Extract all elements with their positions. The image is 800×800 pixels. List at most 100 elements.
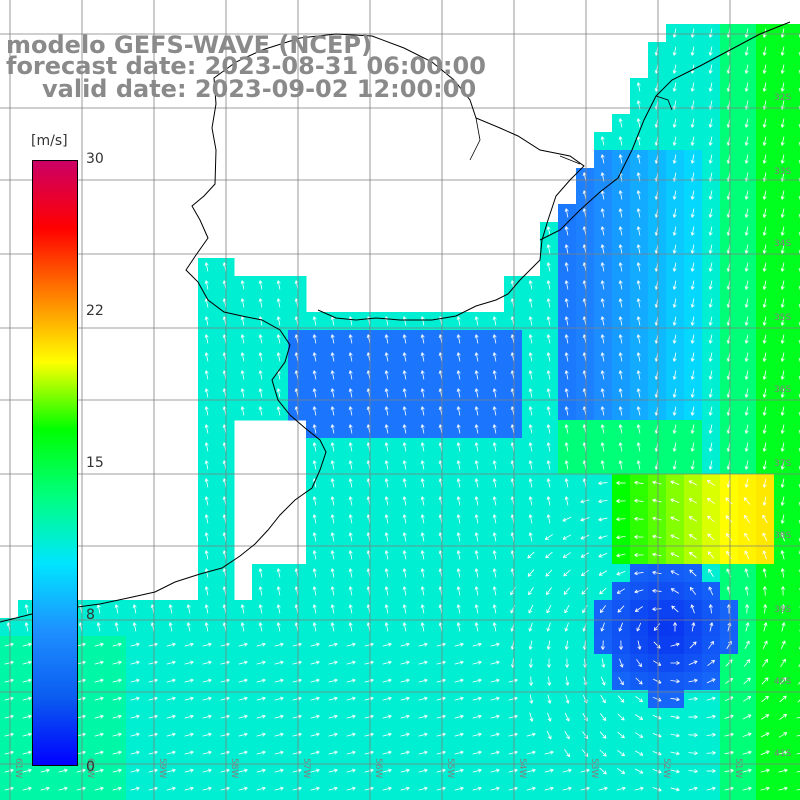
wind-arrow	[238, 750, 248, 755]
wind-arrow	[456, 424, 461, 434]
wind-arrow	[670, 769, 680, 774]
wind-arrow	[780, 316, 785, 326]
wind-arrow	[312, 370, 317, 380]
wind-arrow	[474, 586, 479, 596]
wind-arrow	[184, 660, 194, 665]
wind-arrow	[256, 786, 266, 791]
wind-arrow	[436, 750, 446, 755]
wind-arrow	[274, 714, 284, 719]
wind-arrow	[364, 732, 374, 737]
wind-arrow	[276, 622, 281, 632]
wind-arrow	[690, 298, 695, 308]
wind-cell	[234, 798, 253, 800]
wind-arrow	[474, 460, 479, 470]
wind-arrow	[474, 424, 479, 434]
wind-arrow	[672, 208, 677, 218]
wind-arrow	[492, 514, 497, 524]
wind-arrow	[670, 679, 680, 684]
wind-arrow	[310, 678, 320, 683]
wind-arrow	[258, 352, 263, 362]
wind-arrow	[276, 568, 281, 578]
wind-arrow	[312, 568, 317, 578]
wind-arrow	[616, 480, 626, 486]
wind-arrow	[454, 678, 464, 683]
wind-arrow	[690, 46, 695, 56]
wind-arrow	[725, 515, 733, 523]
wind-arrow	[492, 352, 497, 362]
wind-arrow	[96, 622, 101, 632]
wind-arrow	[94, 768, 104, 773]
wind-arrow	[708, 82, 713, 92]
longitude-label: 52W	[661, 758, 671, 778]
wind-arrow	[744, 226, 749, 236]
wind-arrow	[636, 316, 641, 326]
wind-arrow	[112, 768, 122, 773]
wind-arrow	[202, 750, 212, 755]
wind-arrow	[490, 750, 500, 755]
wind-arrow	[762, 208, 767, 218]
wind-arrow	[490, 732, 500, 737]
wind-arrow	[238, 732, 248, 737]
wind-arrow	[546, 316, 551, 326]
wind-arrow	[348, 334, 353, 344]
wind-arrow	[545, 551, 553, 559]
country-border	[469, 95, 673, 165]
wind-arrow	[672, 388, 677, 398]
wind-arrow	[94, 750, 104, 755]
wind-arrow	[474, 532, 479, 542]
wind-cell	[180, 798, 199, 800]
wind-arrow	[689, 641, 697, 649]
colorbar-tick-30: 30	[86, 151, 104, 167]
wind-arrow	[204, 568, 209, 578]
wind-arrow	[564, 749, 570, 758]
wind-arrow	[382, 642, 392, 647]
wind-cell	[792, 186, 800, 205]
wind-arrow	[544, 534, 553, 540]
longitude-label: 61W	[13, 758, 23, 778]
wind-cell	[432, 798, 451, 800]
wind-arrow	[796, 734, 800, 737]
colorbar-units: [m/s]	[31, 133, 68, 149]
wind-arrow	[762, 316, 767, 326]
wind-arrow	[618, 226, 623, 236]
wind-arrow	[688, 678, 698, 683]
wind-arrow	[564, 370, 569, 380]
wind-arrow	[148, 696, 158, 701]
wind-arrow	[743, 659, 751, 667]
wind-arrow	[384, 604, 389, 614]
wind-arrow	[634, 732, 644, 738]
wind-arrow	[348, 478, 353, 488]
wind-arrow	[436, 714, 446, 719]
wind-arrow	[797, 699, 800, 703]
wind-arrow	[312, 388, 317, 398]
wind-arrow	[545, 587, 552, 596]
wind-arrow	[529, 694, 534, 704]
wind-arrow	[328, 750, 338, 755]
wind-arrow	[4, 750, 14, 755]
wind-cell	[126, 798, 145, 800]
wind-arrow	[292, 750, 302, 755]
wind-arrow	[598, 570, 608, 576]
wind-arrow	[547, 694, 552, 704]
wind-arrow	[292, 678, 302, 683]
wind-arrow	[220, 642, 230, 647]
wind-arrow	[4, 660, 14, 665]
wind-arrow	[634, 571, 644, 576]
wind-arrow	[420, 622, 425, 632]
wind-arrow	[690, 442, 695, 452]
wind-arrow	[346, 696, 356, 701]
wind-arrow	[240, 352, 245, 362]
wind-arrow	[456, 460, 461, 470]
wind-arrow	[292, 660, 302, 665]
wind-cell	[792, 168, 800, 187]
wind-arrow	[454, 642, 464, 647]
wind-arrow	[490, 696, 500, 701]
wind-arrow	[474, 316, 479, 326]
colorbar-tick-15: 15	[86, 455, 104, 471]
wind-arrow	[652, 570, 662, 575]
wind-arrow	[762, 334, 767, 344]
wind-arrow	[780, 568, 785, 578]
wind-arrow	[546, 658, 551, 668]
wind-arrow	[546, 334, 551, 344]
wind-arrow	[690, 604, 695, 614]
